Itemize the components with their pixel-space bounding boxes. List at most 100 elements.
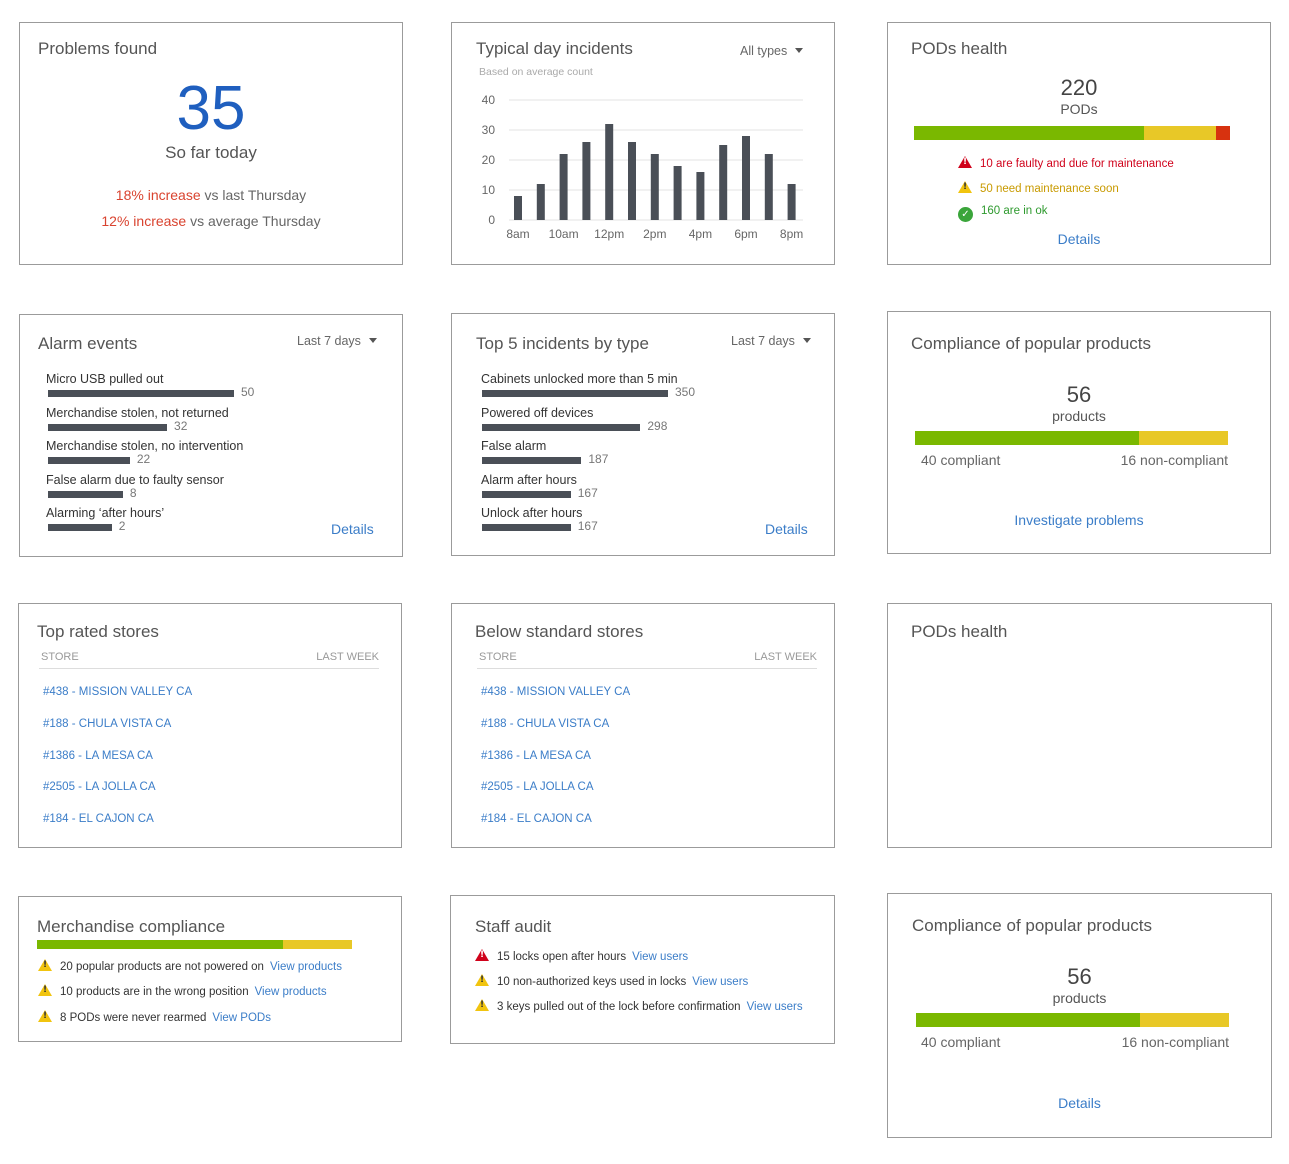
chart-subtitle: Based on average count (479, 66, 593, 78)
period-dropdown[interactable]: Last 7 days (297, 334, 377, 348)
dropdown-value: Last 7 days (731, 334, 795, 348)
store-link[interactable]: #188 - CHULA VISTA CA (481, 717, 610, 730)
problems-subtitle: So far today (165, 143, 257, 162)
compliance-details-link[interactable]: Details (1058, 1095, 1101, 1111)
error-triangle-icon (958, 156, 972, 168)
typical-day-incidents-card: Typical day incidents All types Based on… (451, 22, 835, 265)
bar-6pm (742, 136, 750, 220)
warning-triangle-icon (475, 974, 489, 986)
noncompliant-label: 16 non-compliant (1120, 452, 1228, 468)
issue-text: 15 locks open after hours (497, 951, 627, 963)
staff-audit-card: Staff audit 15 locks open after hours Vie… (450, 895, 835, 1044)
bar-value: 8 (129, 485, 137, 500)
ok-segment (914, 126, 1144, 140)
value-bar (482, 524, 571, 531)
value-bar (482, 457, 582, 464)
x-tick-label: 8am (506, 227, 529, 241)
store-link[interactable]: #2505 - LA JOLLA CA (43, 781, 156, 794)
alarm-events-card: Alarm events Last 7 days Details Micro U… (19, 314, 403, 557)
problems-count: 35 (176, 74, 246, 143)
issue-text: 10 non-authorized keys used in locks (497, 976, 687, 988)
soon-row: 50 need maintenance soon (958, 181, 1119, 195)
card-title: Problems found (38, 39, 158, 58)
incidents-bar-chart: 40 30 20 10 0 8am 10am 12pm 2pm 4pm 6pm 8pm (482, 93, 804, 241)
pods-details-link[interactable]: Details (1057, 231, 1101, 247)
issue-row: 10 products are in the wrong position Vie… (38, 984, 327, 998)
store-link[interactable]: #188 - CHULA VISTA CA (43, 717, 172, 730)
investigate-problems-link[interactable]: Investigate problems (1014, 512, 1144, 528)
issue-action-link[interactable]: View products (269, 961, 342, 973)
compliant-label: 40 compliant (921, 452, 1001, 468)
noncompliant-label: 16 non-compliant (1121, 1034, 1229, 1050)
issue-action-link[interactable]: View users (692, 976, 749, 988)
alarm-details-link[interactable]: Details (331, 521, 374, 537)
store-column-header: STORE (479, 651, 517, 663)
card-title: Typical day incidents (476, 39, 633, 58)
issue-action-link[interactable]: View products (254, 986, 327, 999)
store-link[interactable]: #1386 - LA MESA CA (481, 749, 591, 762)
noncompliant-segment (282, 940, 352, 949)
pods-health-empty-card: PODs health (887, 603, 1272, 848)
y-tick-label: 30 (482, 123, 496, 137)
value-bar (48, 457, 130, 464)
faulty-text: 10 are faulty and due for maintenance (980, 158, 1174, 170)
bar-10am (559, 154, 568, 220)
bar-8pm (787, 184, 796, 220)
period-dropdown[interactable]: Last 7 days (731, 334, 811, 348)
card-title: Top rated stores (37, 622, 159, 641)
products-unit: products (1052, 408, 1106, 424)
store-link[interactable]: #1386 - LA MESA CA (43, 749, 153, 762)
type-filter-dropdown[interactable]: All types (740, 44, 804, 58)
comparison-average-thursday: 12% increase vs average Thursday (20, 213, 402, 229)
comparison-text: vs average Thursday (186, 213, 321, 229)
warning-triangle-icon (38, 1009, 52, 1022)
bar-11am (582, 142, 591, 220)
store-link[interactable]: #184 - EL CAJON CA (43, 813, 154, 826)
bar-5pm (719, 145, 728, 220)
ok-text: 160 are in ok (981, 205, 1048, 217)
compliance-card: Compliance of popular products 56 produc… (887, 311, 1271, 554)
bar-2pm (650, 154, 659, 220)
value-bar (482, 390, 668, 397)
store-column-header: STORE (41, 651, 79, 663)
error-triangle-icon (475, 949, 489, 961)
issue-text: 20 popular products are not powered on (60, 961, 264, 973)
x-tick-label: 12pm (594, 227, 624, 241)
bar-label: False alarm (481, 439, 547, 453)
bar-value: 187 (588, 452, 609, 466)
bar-label: Alarm after hours (481, 472, 577, 487)
noncompliant-segment (1138, 431, 1228, 445)
issue-action-link[interactable]: View PODs (212, 1011, 271, 1024)
store-link[interactable]: #184 - EL CAJON CA (481, 813, 592, 826)
value-bar (48, 390, 234, 397)
increase-highlight: 18% increase (115, 187, 201, 203)
issue-row: 8 PODs were never rearmed View PODs (38, 1009, 271, 1024)
store-link[interactable]: #438 - MISSION VALLEY CA (481, 686, 631, 698)
caret-down-icon (795, 48, 804, 53)
y-tick-label: 40 (482, 93, 496, 107)
compliance-bar (916, 1013, 1229, 1027)
value-bar (48, 490, 123, 498)
issue-action-link[interactable]: View users (632, 951, 689, 963)
bar-1pm (628, 142, 636, 220)
card-title: Compliance of popular products (912, 916, 1153, 935)
pods-count: 220 (1060, 75, 1098, 100)
card-title: Below standard stores (475, 622, 644, 641)
store-link[interactable]: #438 - MISSION VALLEY CA (43, 686, 193, 698)
store-link[interactable]: #2505 - LA JOLLA CA (481, 781, 594, 794)
bar-9am (536, 184, 545, 220)
bar-7pm (764, 154, 773, 220)
bar-value: 22 (136, 452, 151, 466)
bar-value: 2 (118, 519, 126, 533)
card-title: Staff audit (475, 917, 552, 936)
bar-label: False alarm due to faulty sensor (46, 472, 224, 487)
issue-row: 10 non-authorized keys used in locks View… (475, 974, 748, 988)
issue-row: 20 popular products are not powered on Vi… (38, 959, 342, 973)
issue-action-link[interactable]: View users (746, 1001, 803, 1013)
value-bar (482, 490, 571, 498)
soon-segment (1143, 126, 1216, 140)
bar-4pm (696, 172, 705, 220)
warning-triangle-icon (958, 181, 972, 193)
top5-details-link[interactable]: Details (765, 521, 808, 537)
check-circle-icon: ✓ (958, 207, 973, 222)
